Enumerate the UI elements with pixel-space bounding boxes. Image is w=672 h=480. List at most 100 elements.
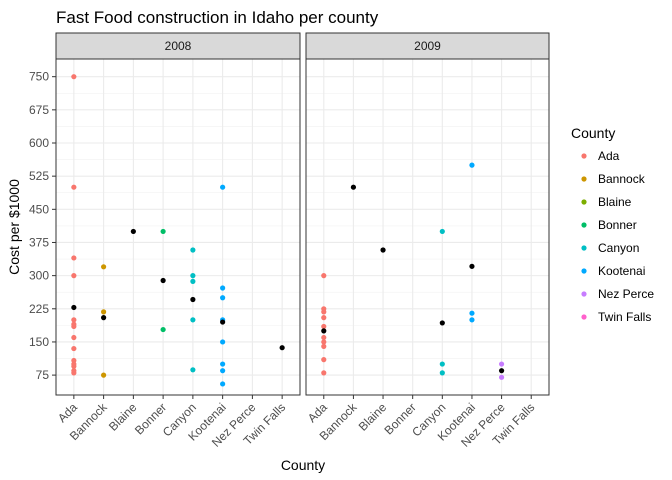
y-tick-label: 675	[29, 103, 49, 117]
data-point	[498, 361, 505, 367]
data-point	[321, 315, 327, 321]
facet-panel-2008: 2008	[55, 32, 301, 396]
data-point	[321, 334, 327, 341]
legend-title: County	[571, 125, 615, 141]
y-tick-label: 225	[29, 302, 49, 316]
data-point	[101, 372, 107, 378]
data-point	[321, 339, 327, 345]
data-point	[220, 339, 226, 345]
data-point	[71, 323, 77, 330]
data-point	[160, 326, 166, 333]
mean-point	[160, 277, 166, 284]
legend-label: Twin Falls	[598, 310, 651, 324]
y-tick-label: 300	[29, 269, 49, 283]
legend-item: Ada	[581, 149, 620, 163]
legend-label: Bonner	[598, 218, 637, 232]
y-tick-label: 525	[29, 169, 49, 183]
panel-background	[306, 59, 549, 395]
legend-key	[581, 153, 587, 159]
y-tick-label: 150	[29, 335, 49, 349]
mean-point	[439, 320, 445, 326]
data-point	[439, 228, 445, 235]
data-point	[321, 343, 327, 349]
data-point	[71, 273, 77, 279]
legend-key	[581, 245, 587, 251]
legend-item: Nez Perce	[581, 287, 654, 301]
data-point	[321, 323, 327, 330]
legend-item: Bannock	[581, 172, 646, 186]
data-point	[71, 255, 77, 261]
facet-strip	[55, 32, 301, 60]
data-point	[71, 317, 77, 323]
y-tick-label: 750	[29, 70, 49, 84]
data-point	[469, 162, 475, 168]
data-point	[498, 374, 505, 380]
legend-item: Blaine	[581, 195, 632, 209]
x-axis-title: County	[281, 457, 325, 473]
data-point	[321, 309, 327, 315]
legend-key	[581, 291, 587, 297]
data-point	[190, 247, 196, 253]
y-axis: 75 150 225 300 375 450 525 600 675 750	[29, 70, 56, 382]
data-point	[220, 368, 226, 374]
data-point	[220, 184, 226, 190]
mean-point	[321, 328, 327, 334]
y-tick-label: 375	[29, 235, 49, 249]
x-tick-label: Ada	[55, 400, 80, 425]
legend-label: Canyon	[598, 241, 639, 255]
data-point	[439, 370, 445, 376]
data-point	[71, 184, 77, 190]
x-axes: AdaBannockBlaineBonnerCanyonKootenaiNez …	[55, 395, 537, 450]
legend-key	[581, 268, 587, 274]
data-point	[71, 345, 77, 352]
legend-label: Blaine	[598, 195, 632, 209]
mean-point	[279, 345, 285, 351]
y-axis-title: Cost per $1000	[6, 179, 22, 275]
mean-point	[380, 247, 386, 253]
data-point	[321, 273, 327, 279]
facet-panel-2009: 2009	[305, 32, 550, 396]
data-point	[469, 310, 475, 316]
data-point	[71, 370, 77, 376]
x-tick-label: Ada	[305, 400, 330, 425]
data-point	[220, 285, 226, 291]
legend: County Ada Bannock Blaine Bonner Canyon Koote…	[571, 125, 654, 324]
data-point	[160, 228, 166, 235]
data-point	[439, 361, 445, 367]
legend-label: Nez Perce	[598, 287, 654, 301]
legend-item: Bonner	[581, 218, 637, 232]
data-point	[71, 334, 77, 341]
legend-key	[581, 199, 587, 205]
panel-background	[56, 59, 300, 395]
mean-point	[101, 315, 107, 321]
data-point	[469, 317, 475, 323]
legend-item: Twin Falls	[581, 310, 651, 324]
legend-label: Kootenai	[598, 264, 645, 278]
facet-strip	[305, 32, 550, 60]
data-point	[321, 357, 327, 363]
legend-key	[581, 176, 587, 182]
mean-point	[220, 319, 226, 325]
mean-point	[498, 368, 505, 374]
data-point	[220, 295, 226, 301]
legend-item: Kootenai	[581, 264, 645, 278]
data-point	[71, 74, 77, 80]
data-point	[220, 361, 226, 367]
facet-panels: 2008 2009	[55, 32, 550, 396]
mean-point	[350, 184, 357, 190]
mean-point	[469, 263, 475, 269]
data-point	[190, 273, 196, 279]
facet-strip-label: 2008	[165, 39, 192, 53]
mean-point	[190, 296, 196, 303]
data-point	[190, 367, 196, 373]
legend-label: Bannock	[598, 172, 646, 186]
facet-strip-label: 2009	[414, 39, 441, 53]
data-point	[190, 278, 196, 284]
data-point	[220, 381, 226, 387]
y-tick-label: 75	[36, 368, 50, 382]
data-point	[321, 370, 327, 376]
legend-item: Canyon	[581, 241, 639, 255]
data-point	[190, 317, 196, 323]
chart-title: Fast Food construction in Idaho per coun…	[56, 8, 379, 27]
